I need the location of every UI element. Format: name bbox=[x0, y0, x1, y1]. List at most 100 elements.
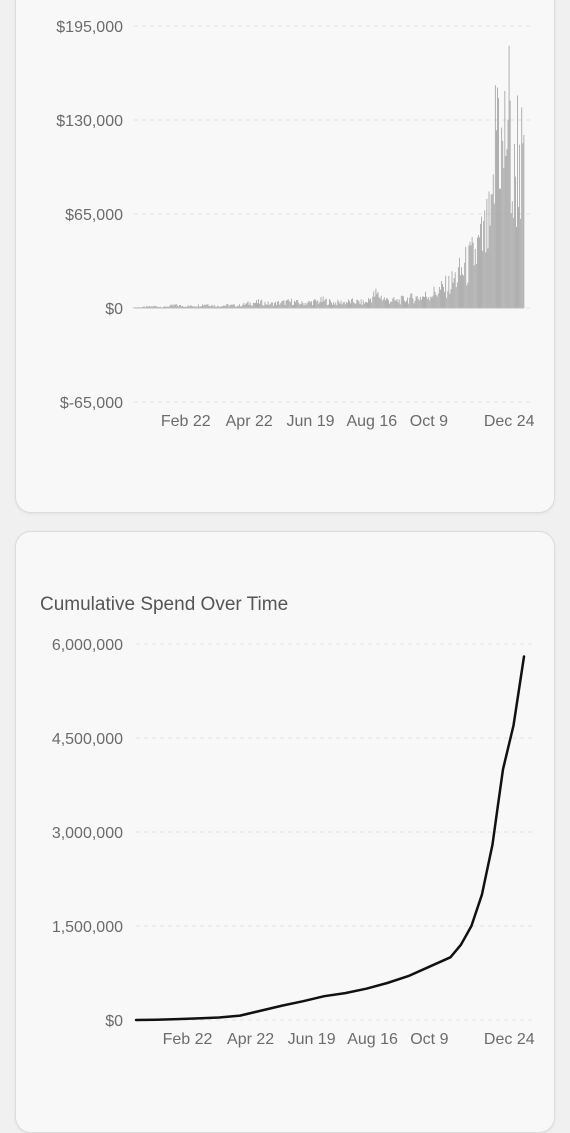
bar bbox=[319, 302, 320, 308]
bar bbox=[359, 301, 360, 308]
bar bbox=[176, 304, 177, 308]
bar bbox=[421, 300, 422, 308]
bar bbox=[296, 300, 297, 308]
bar bbox=[274, 303, 275, 308]
y-tick-label: 3,000,000 bbox=[52, 825, 123, 842]
bar bbox=[441, 281, 442, 308]
x-tick-label: Dec 24 bbox=[484, 413, 535, 430]
bar bbox=[246, 304, 247, 308]
bar bbox=[355, 304, 356, 308]
x-tick-label: Oct 9 bbox=[410, 1031, 448, 1048]
bar bbox=[373, 291, 374, 308]
bar bbox=[512, 201, 513, 308]
bar bbox=[232, 304, 233, 308]
bar bbox=[339, 302, 340, 308]
bar bbox=[458, 267, 459, 308]
bar bbox=[400, 304, 401, 308]
bar bbox=[233, 305, 234, 308]
bar bbox=[370, 298, 371, 308]
bar bbox=[426, 297, 427, 308]
bar bbox=[521, 107, 522, 308]
bar bbox=[278, 301, 279, 308]
bar bbox=[500, 189, 501, 308]
bar bbox=[466, 285, 467, 308]
bar bbox=[429, 300, 430, 308]
x-tick-label: Feb 22 bbox=[163, 1031, 213, 1048]
bar bbox=[420, 297, 421, 308]
bar bbox=[376, 289, 377, 308]
x-tick-label: Aug 16 bbox=[347, 1031, 398, 1048]
bar bbox=[445, 276, 446, 308]
bar bbox=[363, 300, 364, 308]
bar bbox=[408, 304, 409, 308]
bar bbox=[484, 210, 485, 308]
bar bbox=[349, 301, 350, 308]
bar bbox=[463, 276, 464, 308]
bar bbox=[437, 296, 438, 308]
cumulative-spend-line bbox=[136, 657, 524, 1021]
bar bbox=[439, 287, 440, 308]
bar bbox=[380, 298, 381, 308]
bar bbox=[172, 305, 173, 308]
bar bbox=[481, 217, 482, 308]
bar bbox=[456, 287, 457, 308]
bar bbox=[425, 292, 426, 308]
bar bbox=[316, 302, 317, 308]
bar bbox=[317, 300, 318, 308]
bar bbox=[268, 301, 269, 308]
bar bbox=[243, 303, 244, 308]
bar bbox=[474, 265, 475, 308]
bar bbox=[494, 204, 495, 308]
bar bbox=[416, 296, 417, 308]
bar bbox=[395, 300, 396, 308]
bar bbox=[444, 292, 445, 308]
bar bbox=[286, 301, 287, 308]
bar bbox=[479, 237, 480, 308]
bar bbox=[342, 305, 343, 308]
bar bbox=[478, 235, 479, 308]
y-tick-label: $0 bbox=[105, 1013, 123, 1030]
bar bbox=[472, 237, 473, 308]
bar bbox=[397, 299, 398, 308]
bar bbox=[271, 302, 272, 308]
bar bbox=[382, 301, 383, 308]
bar bbox=[331, 303, 332, 308]
bar bbox=[396, 300, 397, 308]
bar bbox=[300, 304, 301, 308]
bar bbox=[326, 299, 327, 308]
bar bbox=[477, 238, 478, 308]
bar bbox=[398, 302, 399, 308]
bar bbox=[289, 301, 290, 308]
x-tick-label: Feb 22 bbox=[161, 413, 211, 430]
bar bbox=[522, 143, 523, 308]
bar bbox=[378, 292, 379, 308]
bar bbox=[460, 275, 461, 308]
bar bbox=[299, 304, 300, 308]
bar bbox=[353, 302, 354, 308]
bar bbox=[455, 272, 456, 308]
bar bbox=[418, 299, 419, 308]
bar bbox=[354, 303, 355, 308]
bar bbox=[302, 301, 303, 308]
bar bbox=[504, 91, 505, 308]
bar bbox=[427, 299, 428, 308]
bar bbox=[390, 302, 391, 308]
bar bbox=[438, 294, 439, 308]
bar bbox=[288, 299, 289, 308]
bar bbox=[207, 304, 208, 308]
bar bbox=[305, 303, 306, 308]
bar bbox=[411, 294, 412, 308]
bar bbox=[510, 101, 511, 308]
bar bbox=[383, 299, 384, 308]
bar bbox=[277, 301, 278, 308]
bar bbox=[489, 191, 490, 308]
bar bbox=[430, 297, 431, 308]
bar bbox=[345, 304, 346, 308]
bar bbox=[287, 300, 288, 308]
bar bbox=[364, 304, 365, 308]
y-tick-label: $0 bbox=[105, 301, 123, 318]
bar bbox=[374, 297, 375, 308]
bar bbox=[457, 282, 458, 308]
bar bbox=[434, 287, 435, 308]
bar bbox=[329, 299, 330, 308]
